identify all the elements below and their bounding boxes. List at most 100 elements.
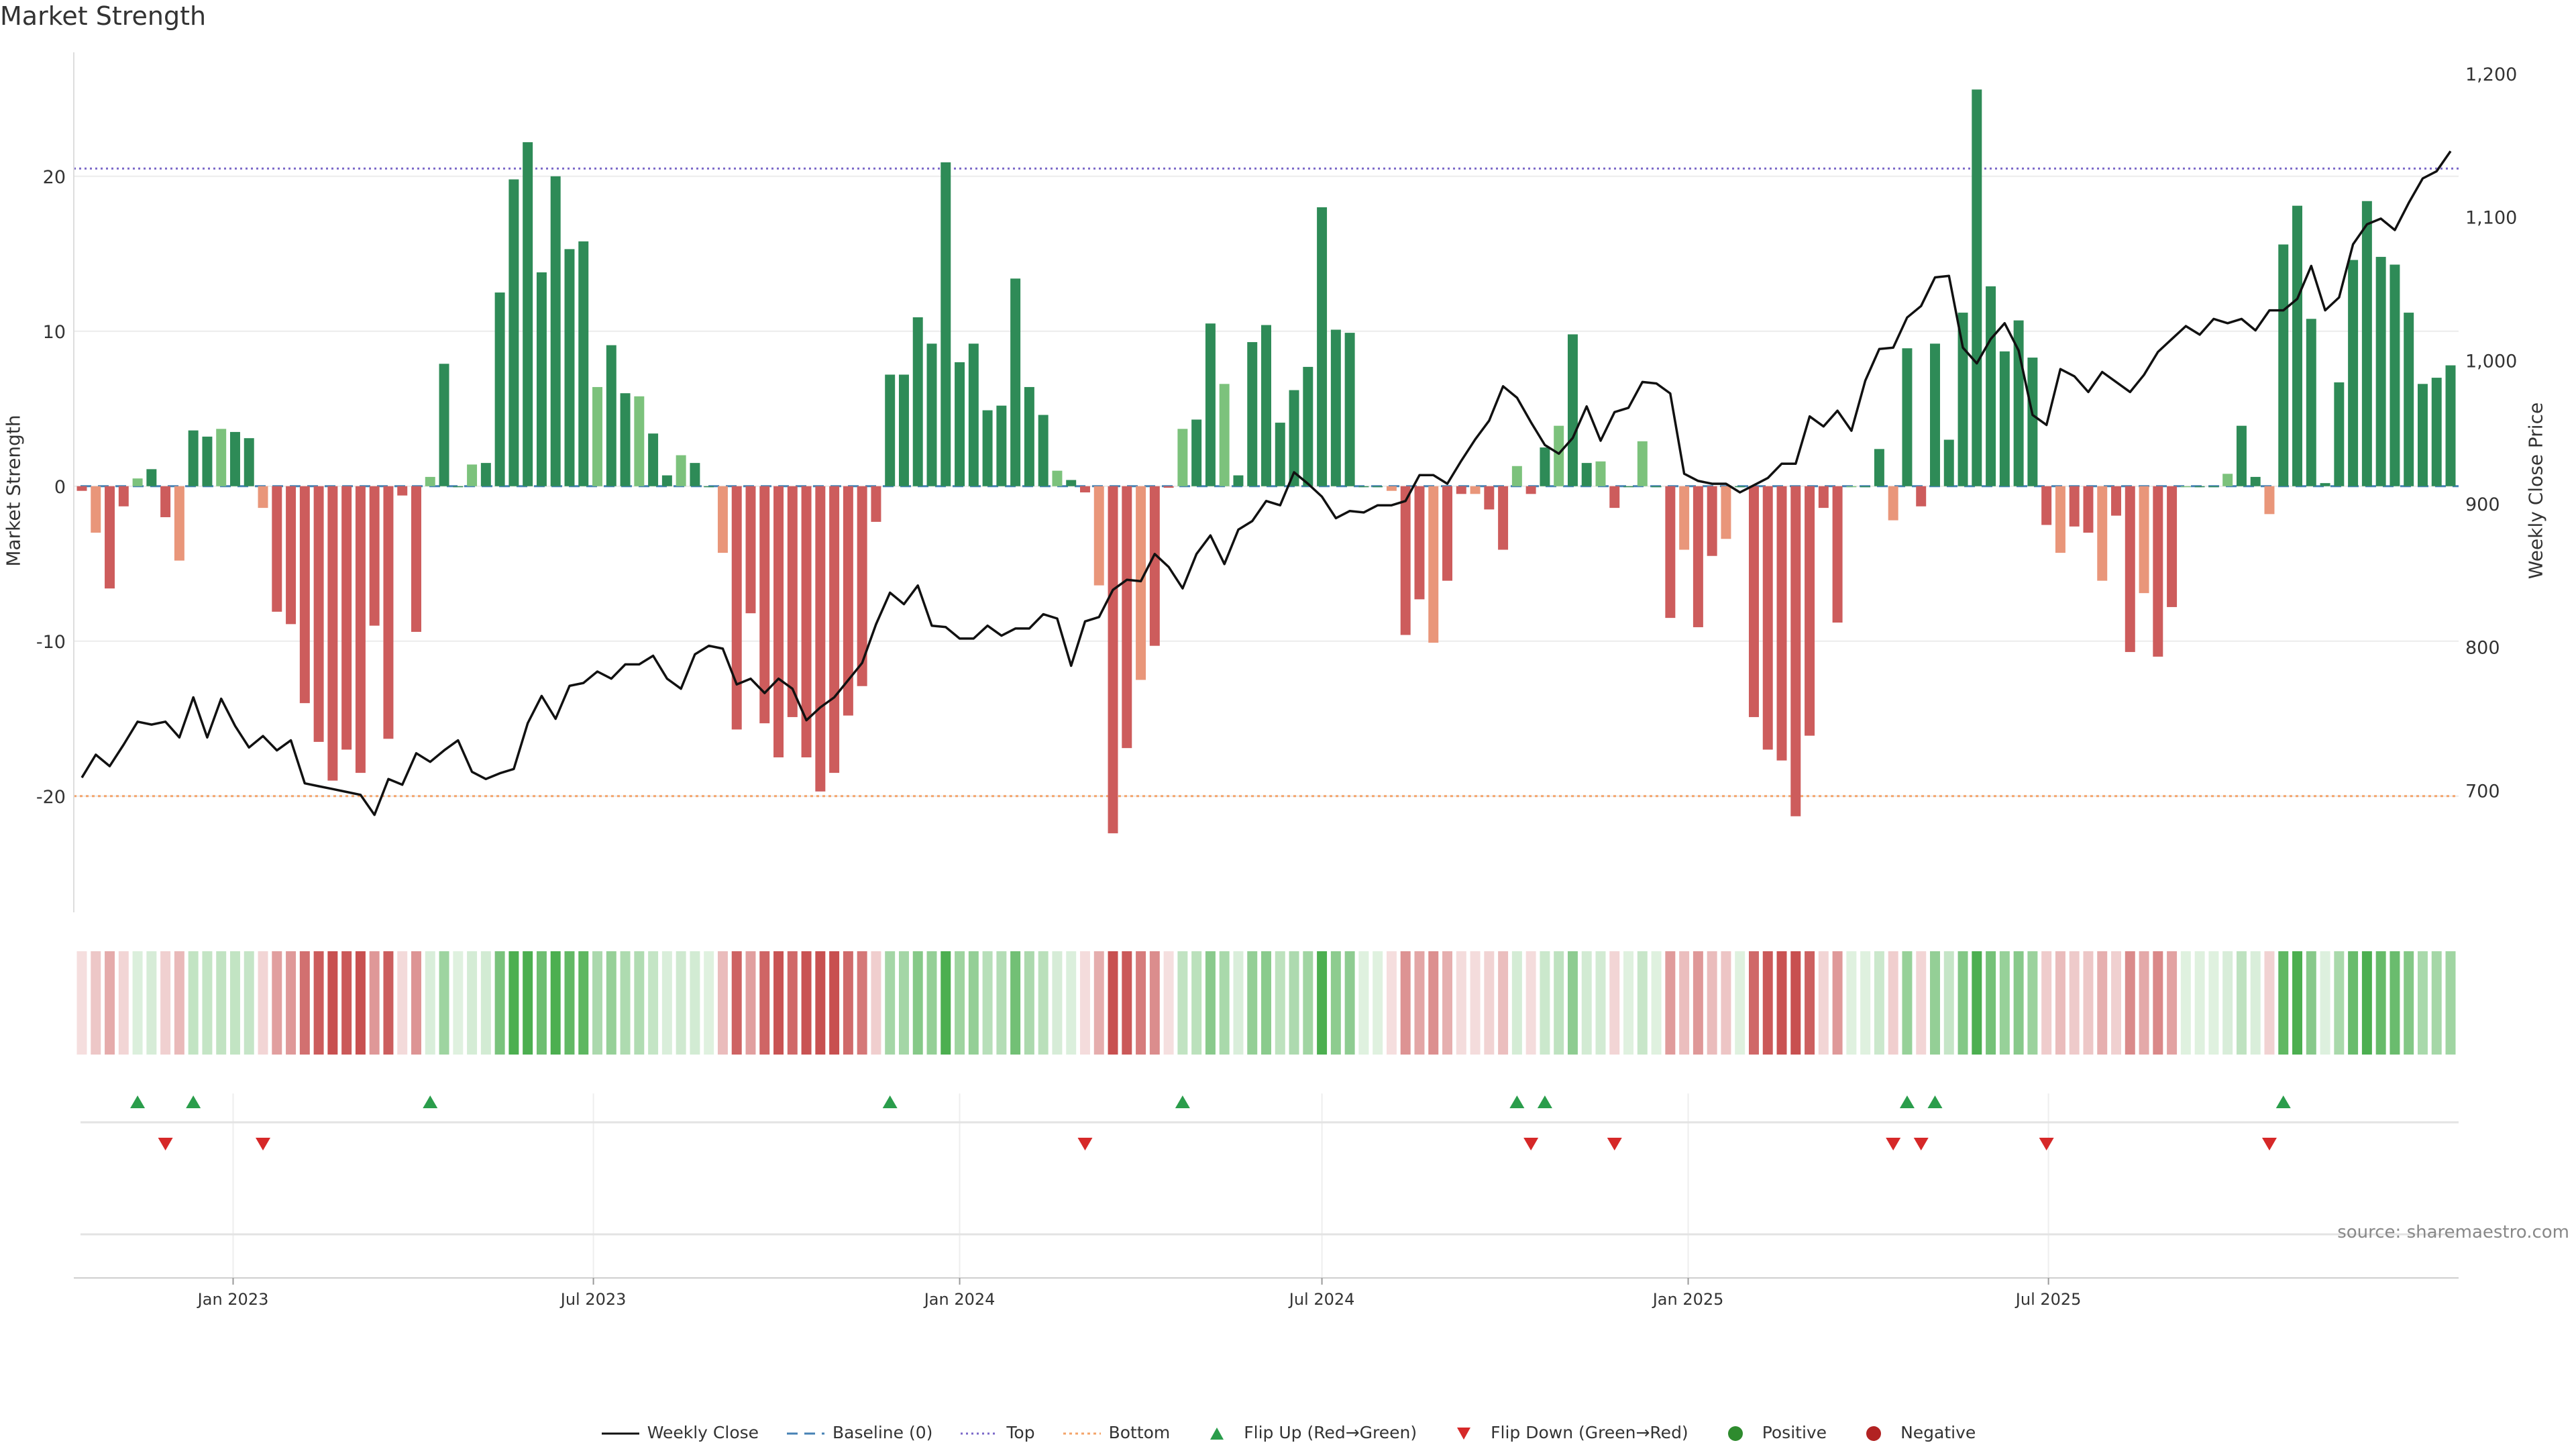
strength-bar bbox=[1790, 486, 1801, 816]
strength-bar bbox=[857, 486, 867, 686]
strength-bar bbox=[1233, 475, 1244, 486]
heat-cell bbox=[1149, 951, 1160, 1055]
strength-bar bbox=[1247, 341, 1258, 486]
chart-title: Market Strength bbox=[0, 1, 207, 31]
left-tick-label: -20 bbox=[36, 787, 66, 808]
strength-bar bbox=[2069, 486, 2080, 527]
strength-bar bbox=[258, 486, 268, 508]
heat-cell bbox=[2208, 951, 2219, 1055]
strength-bar bbox=[1818, 486, 1829, 508]
strength-bar bbox=[1595, 461, 1606, 486]
heat-cell bbox=[508, 951, 519, 1055]
heat-cell bbox=[132, 951, 143, 1055]
heat-cell bbox=[286, 951, 297, 1055]
strength-bar bbox=[2445, 365, 2456, 486]
strength-bar bbox=[1149, 486, 1160, 646]
heat-cell bbox=[1874, 951, 1884, 1055]
legend-label: Positive bbox=[1762, 1422, 1827, 1442]
heat-cell bbox=[898, 951, 909, 1055]
strength-bar bbox=[2153, 486, 2163, 657]
heat-cell bbox=[690, 951, 700, 1055]
heat-cell bbox=[1832, 951, 1843, 1055]
heat-cell bbox=[1414, 951, 1425, 1055]
strength-bar bbox=[1400, 486, 1411, 635]
strength-bar bbox=[1010, 278, 1021, 486]
x-tick-label: Jul 2024 bbox=[1288, 1290, 1355, 1309]
strength-bar bbox=[1957, 313, 1968, 486]
strength-bar bbox=[453, 486, 464, 488]
strength-bar bbox=[1554, 425, 1564, 486]
heat-cell bbox=[1957, 951, 1968, 1055]
heat-cell bbox=[606, 951, 616, 1055]
heat-cell bbox=[564, 951, 575, 1055]
heat-cell bbox=[2348, 951, 2359, 1055]
strength-bar bbox=[1762, 486, 1773, 750]
strength-bar bbox=[1846, 486, 1857, 488]
heat-cell bbox=[926, 951, 937, 1055]
flip-up-marker bbox=[1927, 1095, 1943, 1108]
heat-cell bbox=[2404, 951, 2414, 1055]
strength-bar bbox=[1930, 343, 1940, 486]
strength-bar bbox=[1456, 486, 1466, 494]
heat-cell bbox=[2153, 951, 2163, 1055]
strength-bar bbox=[397, 486, 408, 496]
heat-cell bbox=[1442, 951, 1453, 1055]
heat-cell bbox=[955, 951, 965, 1055]
heat-cell bbox=[1665, 951, 1676, 1055]
strength-bar bbox=[2125, 486, 2135, 652]
strength-bar bbox=[871, 486, 881, 522]
heat-cell bbox=[467, 951, 478, 1055]
strength-bar bbox=[1414, 486, 1425, 600]
flip-up-marker bbox=[130, 1095, 146, 1108]
strength-bar bbox=[676, 455, 686, 486]
strength-bar bbox=[299, 486, 310, 704]
legend-item: Negative bbox=[1854, 1423, 1976, 1444]
strength-bar bbox=[523, 142, 533, 486]
heat-cell bbox=[2445, 951, 2456, 1055]
heat-cell bbox=[2167, 951, 2178, 1055]
strength-bar bbox=[2306, 319, 2316, 486]
heat-cell bbox=[1679, 951, 1690, 1055]
heat-cell bbox=[578, 951, 589, 1055]
heat-cell bbox=[620, 951, 631, 1055]
x-tick-label: Jan 2024 bbox=[923, 1290, 996, 1309]
heat-cell bbox=[2417, 951, 2428, 1055]
heat-cell bbox=[2361, 951, 2372, 1055]
strength-bar bbox=[1108, 486, 1118, 834]
heat-cell bbox=[2375, 951, 2386, 1055]
strength-bar bbox=[383, 486, 394, 739]
flip-down-marker bbox=[1523, 1138, 1539, 1150]
strength-bar bbox=[229, 431, 240, 486]
heat-cell bbox=[1581, 951, 1592, 1055]
strength-bar bbox=[578, 241, 589, 486]
strength-bar bbox=[1358, 486, 1369, 488]
strength-bar bbox=[2417, 384, 2428, 486]
heat-cell bbox=[2236, 951, 2247, 1055]
heat-cell bbox=[2250, 951, 2261, 1055]
legend-item: Baseline (0) bbox=[786, 1423, 932, 1444]
flip-down-marker bbox=[158, 1138, 173, 1150]
legend-item: Weekly Close bbox=[600, 1423, 759, 1444]
heat-cell bbox=[313, 951, 324, 1055]
heat-cell bbox=[1986, 951, 1996, 1055]
strength-bar bbox=[1386, 486, 1397, 491]
right-tick-label: 800 bbox=[2465, 638, 2500, 659]
heat-cell bbox=[2264, 951, 2275, 1055]
strength-bar bbox=[2111, 486, 2121, 516]
heat-cell bbox=[1567, 951, 1578, 1055]
strength-bar bbox=[286, 486, 297, 625]
strength-bar bbox=[146, 469, 157, 486]
heat-cell bbox=[912, 951, 923, 1055]
strength-bar bbox=[1177, 429, 1188, 486]
strength-bar bbox=[494, 292, 505, 486]
strength-bar bbox=[132, 478, 143, 486]
heat-cell bbox=[829, 951, 840, 1055]
heat-cell bbox=[1748, 951, 1759, 1055]
strength-bar bbox=[355, 486, 366, 773]
source-note: source: sharemaestro.com bbox=[2337, 1222, 2569, 1242]
heat-cell bbox=[453, 951, 464, 1055]
heat-cell bbox=[1540, 951, 1550, 1055]
heat-cell bbox=[2013, 951, 2024, 1055]
strength-bar bbox=[1805, 486, 1815, 736]
strength-bar bbox=[745, 486, 756, 614]
